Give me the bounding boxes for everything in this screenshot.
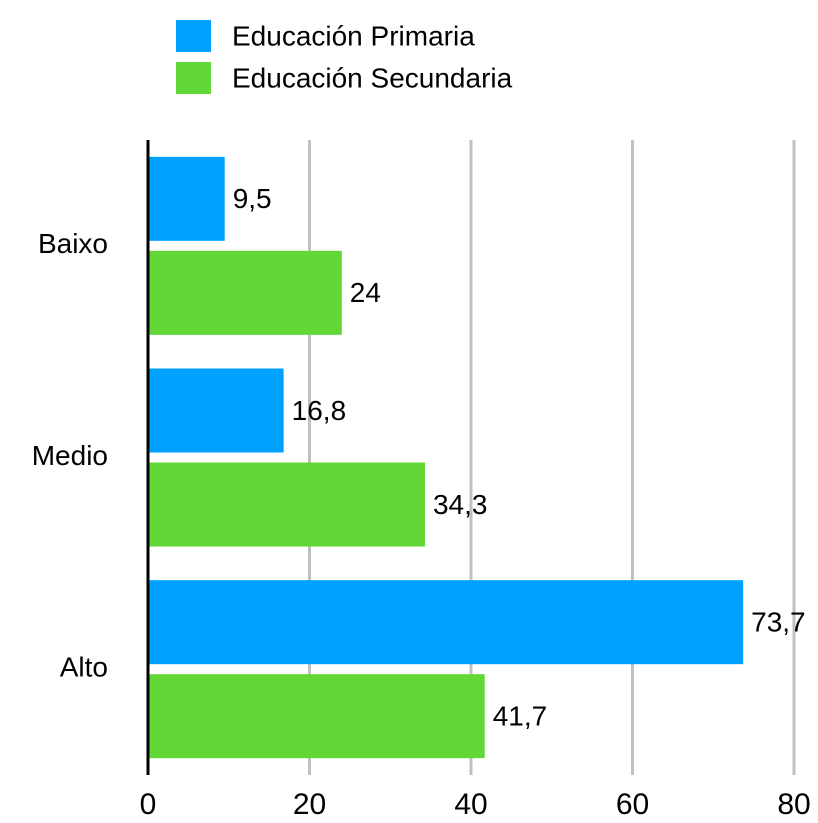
data-label: 9,5 <box>233 183 272 214</box>
y-tick-label: Baixo <box>38 228 108 259</box>
legend-label: Educación Secundaria <box>232 62 513 93</box>
data-label: 16,8 <box>292 395 347 426</box>
bar <box>148 462 425 547</box>
data-label: 24 <box>350 277 381 308</box>
x-tick-label: 40 <box>454 788 487 821</box>
legend-swatch <box>176 62 211 94</box>
bar <box>148 368 284 453</box>
bar <box>148 674 485 759</box>
data-label: 41,7 <box>493 701 548 732</box>
y-tick-label: Alto <box>60 652 108 683</box>
legend-label: Educación Primaria <box>232 20 475 51</box>
x-tick-label: 60 <box>616 788 649 821</box>
bar <box>148 156 225 241</box>
bar <box>148 250 342 335</box>
x-tick-label: 80 <box>777 788 810 821</box>
x-tick-label: 20 <box>293 788 326 821</box>
legend-swatch <box>176 20 211 52</box>
data-label: 73,7 <box>751 607 806 638</box>
data-label: 34,3 <box>433 489 488 520</box>
y-tick-label: Medio <box>32 440 108 471</box>
bar <box>148 580 744 665</box>
x-tick-label: 0 <box>140 788 157 821</box>
